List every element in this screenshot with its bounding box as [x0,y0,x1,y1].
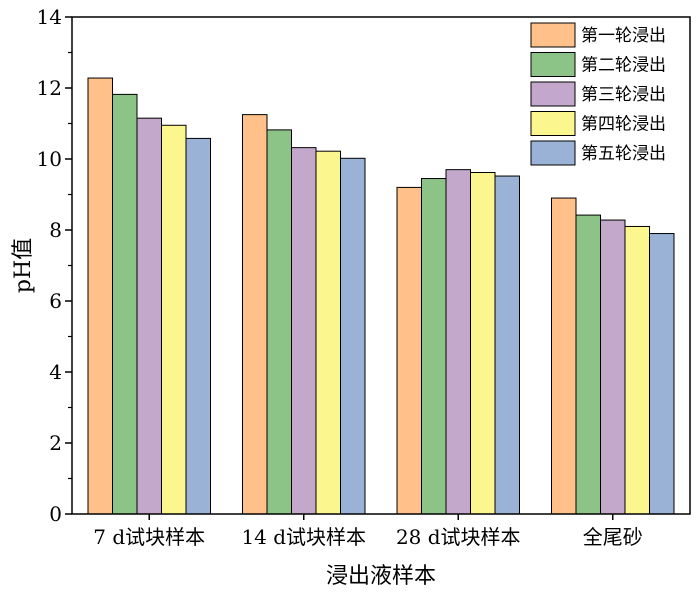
legend-swatch [530,22,576,48]
legend-swatch [530,140,576,166]
x-axis-title: 浸出液样本 [326,564,436,589]
legend-swatch [530,52,576,77]
y-tick-label: 14 [37,5,62,29]
y-tick-label: 2 [49,431,62,455]
bar [161,124,187,515]
bar [600,219,626,515]
legend-label: 第四轮浸出 [581,115,666,135]
bar [494,175,520,515]
bar [470,171,496,515]
bar [291,147,317,515]
bar [266,129,292,515]
x-tick-label: 7 d试块样本 [93,525,205,549]
bar [421,178,447,515]
bar [445,169,471,515]
legend-label: 第一轮浸出 [581,26,666,46]
bar [242,114,268,515]
x-tick-label: 全尾砂 [583,525,643,549]
y-tick-label: 12 [37,76,62,100]
y-tick-label: 6 [49,289,62,313]
legend-label: 第五轮浸出 [581,144,666,164]
bar [185,137,211,515]
bar [136,117,162,515]
bar [87,77,113,515]
y-axis: 0 2 4 6 8 10 12 14 [37,5,72,526]
y-axis-title: pH值 [11,238,36,293]
bar [396,186,422,515]
legend-label: 第二轮浸出 [581,56,666,76]
legend-swatch [530,111,576,136]
legend-label: 第三轮浸出 [581,85,666,105]
bar [551,197,577,515]
x-axis: 7 d试块样本 14 d试块样本 28 d试块样本 全尾砂 [93,514,643,549]
bar [575,214,601,515]
y-tick-label: 4 [49,360,62,384]
bar [315,150,341,515]
legend-swatch [530,81,576,107]
bar [112,93,138,515]
x-tick-label: 28 d试块样本 [396,525,521,549]
bars-group [87,77,675,515]
bar [624,225,650,515]
y-tick-label: 10 [37,147,62,171]
bar [340,157,366,515]
y-tick-label: 0 [49,502,62,526]
bar [649,233,675,515]
x-tick-label: 14 d试块样本 [241,525,366,549]
y-tick-label: 8 [49,218,62,242]
